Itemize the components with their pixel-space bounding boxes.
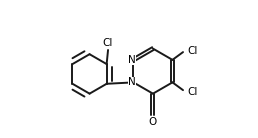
Text: O: O xyxy=(149,117,157,127)
Text: N: N xyxy=(128,77,136,87)
Text: Cl: Cl xyxy=(103,38,113,48)
Text: Cl: Cl xyxy=(187,46,197,56)
Text: Cl: Cl xyxy=(187,87,197,97)
Text: N: N xyxy=(128,55,136,65)
